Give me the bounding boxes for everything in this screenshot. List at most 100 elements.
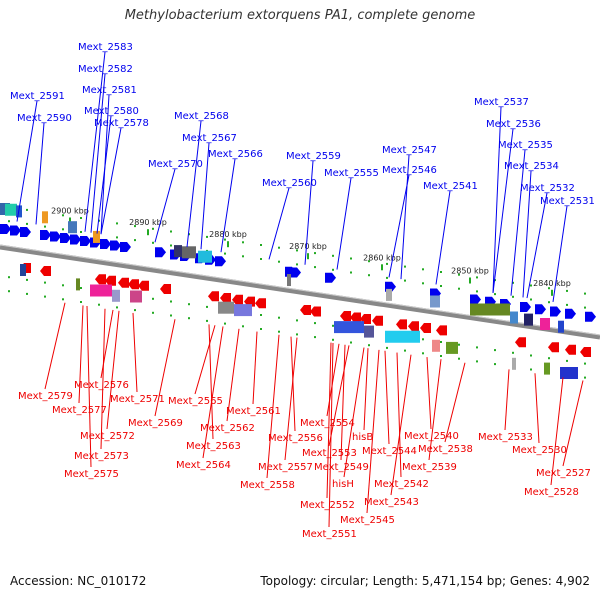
feature-block	[544, 362, 550, 375]
reverse-gene	[105, 275, 116, 286]
inner-track-dots	[44, 295, 46, 298]
reverse-label-leader	[226, 328, 240, 422]
reverse-label-leader	[78, 305, 84, 404]
reverse-track-dots	[26, 278, 28, 281]
inner-track-dots	[584, 376, 586, 379]
reverse-label-leader	[154, 319, 176, 417]
reverse-label-leader	[444, 362, 466, 443]
forward-track-dots	[314, 266, 316, 269]
reverse-label-leader	[366, 349, 380, 514]
forward-gene-label: Mext_2536	[486, 119, 541, 130]
forward-gene-label: Mext_2537	[474, 97, 529, 108]
forward-label-leader	[304, 160, 314, 265]
reverse-gene-label: Mext_2577	[52, 405, 107, 416]
forward-gene	[520, 302, 531, 312]
reverse-label-leader	[428, 359, 442, 461]
forward-gene-label: Mext_2534	[504, 161, 559, 172]
forward-track-dots	[134, 239, 136, 242]
outer-track-dots	[188, 233, 190, 236]
forward-gene-label: Mext_2535	[498, 140, 553, 151]
scale-tick	[69, 217, 71, 224]
reverse-label-leader	[562, 380, 584, 467]
forward-gene	[50, 231, 61, 242]
reverse-gene-label: Mext_2571	[110, 394, 165, 405]
reverse-gene	[310, 306, 321, 317]
forward-gene	[40, 230, 51, 240]
scale-label: 2890 kbp	[129, 218, 167, 227]
reverse-label-leader	[534, 373, 540, 444]
outer-track-dots	[566, 289, 568, 292]
reverse-label-leader	[44, 302, 66, 390]
forward-track-dots	[458, 287, 460, 290]
outer-track-dots	[62, 214, 64, 217]
reverse-gene	[515, 337, 526, 348]
feature-block	[90, 284, 112, 297]
forward-gene-label: Mext_2590	[17, 113, 72, 124]
forward-gene-label: Mext_2583	[78, 42, 133, 53]
feature-block	[5, 203, 17, 216]
forward-label-leader	[400, 154, 410, 280]
forward-gene-label: Mext_2567	[182, 133, 237, 144]
reverse-label-leader	[363, 348, 369, 431]
forward-label-leader	[154, 168, 176, 243]
reverse-gene-label: Mext_2538	[418, 444, 473, 455]
reverse-track-dots	[188, 303, 190, 306]
feature-block	[130, 290, 142, 303]
reverse-gene	[372, 315, 383, 326]
forward-gene	[565, 308, 576, 319]
reverse-label-leader	[290, 336, 296, 432]
reverse-gene-label: Mext_2554	[300, 418, 355, 429]
topology-info: Topology: circular; Length: 5,471,154 bp…	[260, 574, 590, 588]
reverse-gene-label: Mext_2552	[300, 500, 355, 511]
scale-tick	[147, 229, 149, 236]
feature-block	[470, 303, 510, 316]
reverse-gene	[128, 279, 139, 290]
reverse-gene	[548, 342, 559, 353]
reverse-gene-label: Mext_2545	[340, 515, 395, 526]
reverse-gene	[232, 294, 243, 305]
reverse-gene-label: Mext_2542	[374, 479, 429, 490]
feature-block	[218, 301, 234, 314]
inner-track-dots	[350, 341, 352, 344]
reverse-gene-label: Mext_2544	[362, 446, 417, 457]
forward-gene	[80, 236, 91, 246]
forward-gene	[60, 233, 71, 243]
forward-track-dots	[332, 268, 334, 271]
feature-block	[430, 295, 440, 308]
inner-track-dots	[404, 349, 406, 352]
forward-track-dots	[584, 306, 586, 309]
genome-backbone-highlight	[0, 244, 600, 336]
forward-gene	[215, 256, 226, 267]
reverse-gene-label: Mext_2564	[176, 460, 231, 471]
reverse-track-dots	[44, 281, 46, 284]
inner-track-dots	[278, 330, 280, 333]
reverse-gene	[340, 311, 351, 321]
genome-backbone	[0, 244, 600, 340]
reverse-label-leader	[396, 352, 402, 478]
feature-block	[42, 211, 48, 224]
reverse-track-dots	[62, 284, 64, 287]
forward-label-leader	[492, 128, 514, 294]
reverse-label-leader	[384, 350, 390, 445]
reverse-gene	[420, 323, 431, 333]
reverse-gene-label: Mext_2556	[268, 433, 323, 444]
forward-label-leader	[84, 51, 106, 232]
reverse-track-dots	[80, 287, 82, 289]
forward-label-leader	[435, 190, 451, 285]
forward-gene-label: Mext_2566	[208, 149, 263, 160]
outer-track-dots	[242, 241, 244, 244]
reverse-track-dots	[422, 338, 424, 341]
forward-gene	[110, 240, 121, 251]
reverse-track-dots	[278, 316, 280, 319]
reverse-label-leader	[340, 344, 346, 461]
forward-gene	[0, 224, 11, 234]
reverse-gene	[220, 293, 231, 303]
feature-block	[512, 357, 516, 370]
feature-block	[510, 311, 518, 324]
forward-track-dots	[404, 279, 406, 282]
forward-track-dots	[8, 220, 10, 223]
outer-track-dots	[476, 276, 478, 279]
reverse-label-leader	[284, 337, 298, 461]
reverse-gene-label: Mext_2543	[364, 497, 419, 508]
